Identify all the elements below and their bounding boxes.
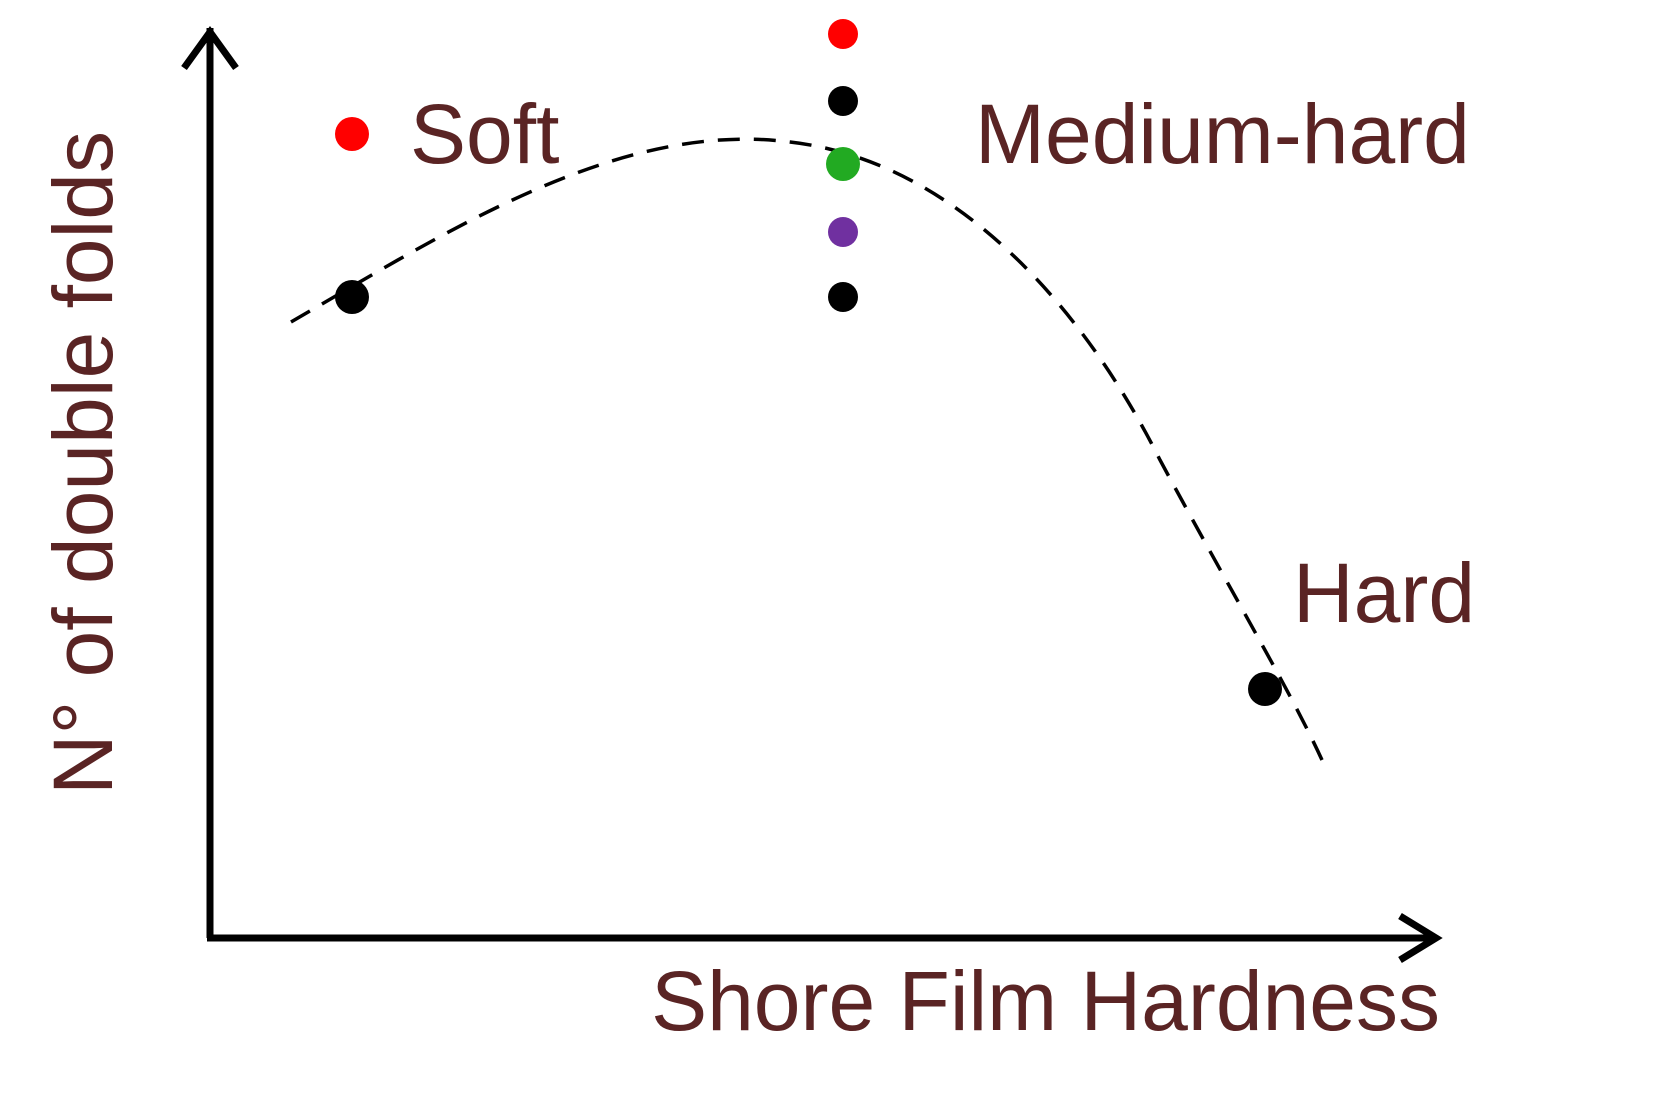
data-point-soft-1: [335, 280, 369, 314]
annotation-hard: Hard: [1293, 546, 1475, 640]
x-axis-arrow-icon: [1398, 913, 1443, 963]
data-point-hard-7: [1248, 672, 1282, 706]
data-point-medium-hard-4: [826, 147, 860, 181]
x-axis-label: Shore Film Hardness: [651, 954, 1440, 1048]
data-point-medium-hard-6: [828, 282, 858, 312]
y-axis-label: N° of double folds: [36, 131, 130, 795]
data-point-medium-hard-2: [828, 19, 858, 49]
trend-line: [290, 137, 1324, 761]
data-point-soft-0: [335, 117, 369, 151]
annotation-medium-hard: Medium-hard: [975, 87, 1470, 181]
data-point-medium-hard-3: [828, 86, 858, 116]
annotation-soft: Soft: [410, 87, 559, 181]
data-point-medium-hard-5: [828, 217, 858, 247]
y-axis-arrow-icon: [181, 26, 239, 71]
